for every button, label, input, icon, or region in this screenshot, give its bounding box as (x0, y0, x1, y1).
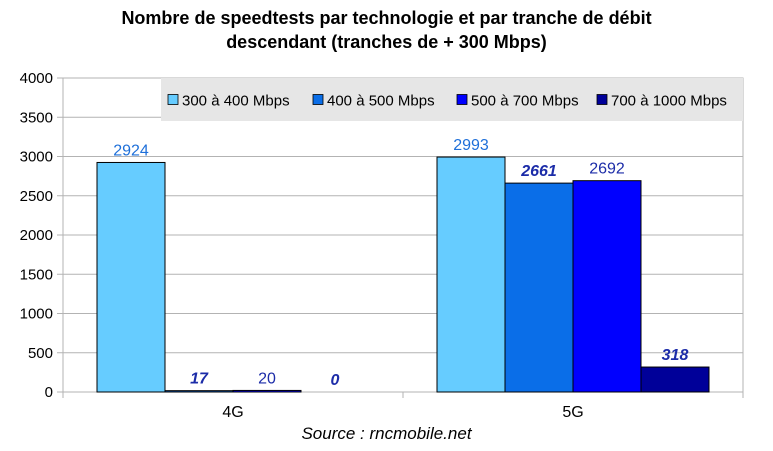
legend-label: 700 à 1000 Mbps (611, 93, 727, 110)
x-axis-tick-labels: 4G 5G (222, 404, 583, 421)
y-axis-tick-labels: 0 500 1000 1500 2000 2500 3000 3500 4000 (20, 70, 53, 401)
chart-title-line-2: descendant (tranches de + 300 Mbps) (226, 32, 547, 52)
legend-box (161, 78, 743, 121)
bar (232, 389, 302, 393)
bar-value-label: 2924 (113, 142, 149, 159)
legend-label: 300 à 400 Mbps (182, 93, 290, 110)
legend-label: 500 à 700 Mbps (471, 93, 579, 110)
legend-swatch (167, 94, 179, 105)
bar (164, 390, 234, 393)
y-tick-label: 3500 (20, 109, 53, 126)
bar-value-label: 318 (662, 347, 689, 364)
bar-value-label: 17 (190, 371, 209, 388)
bar-value-label: 2661 (520, 163, 557, 180)
legend-label: 400 à 500 Mbps (327, 93, 435, 110)
y-tick-label: 500 (28, 345, 53, 362)
bar-value-label: 2993 (453, 137, 489, 154)
chart-title: Nombre de speedtests par technologie et … (0, 6, 773, 54)
x-tick-label: 4G (222, 404, 243, 421)
chart-title-line-1: Nombre de speedtests par technologie et … (121, 8, 652, 28)
bar-value-label: 2692 (589, 161, 625, 178)
y-tick-label: 1500 (20, 266, 53, 283)
bar-value-label: 20 (258, 370, 276, 387)
legend: 300 à 400 Mbps 400 à 500 Mbps 500 à 700 Mb… (161, 78, 743, 121)
y-tick-label: 2000 (20, 227, 53, 244)
bar (572, 180, 642, 393)
legend-swatch (596, 94, 608, 105)
bar-value-label: 0 (331, 372, 340, 389)
bar (504, 182, 574, 393)
bar (436, 156, 506, 393)
y-tick-label: 0 (45, 384, 53, 401)
y-tick-label: 1000 (20, 306, 53, 323)
bar (640, 366, 710, 393)
x-tick-label: 5G (562, 404, 583, 421)
legend-swatch (456, 94, 468, 105)
bars (96, 156, 710, 393)
y-tick-label: 4000 (20, 70, 53, 87)
bar-value-labels: 2924 17 20 0 2993 2661 2692 318 (113, 137, 688, 389)
bar (96, 161, 166, 393)
source-note: Source : rncmobile.net (301, 424, 472, 443)
y-tick-label: 3000 (20, 149, 53, 166)
legend-swatch (312, 94, 324, 105)
y-tick-label: 2500 (20, 188, 53, 205)
